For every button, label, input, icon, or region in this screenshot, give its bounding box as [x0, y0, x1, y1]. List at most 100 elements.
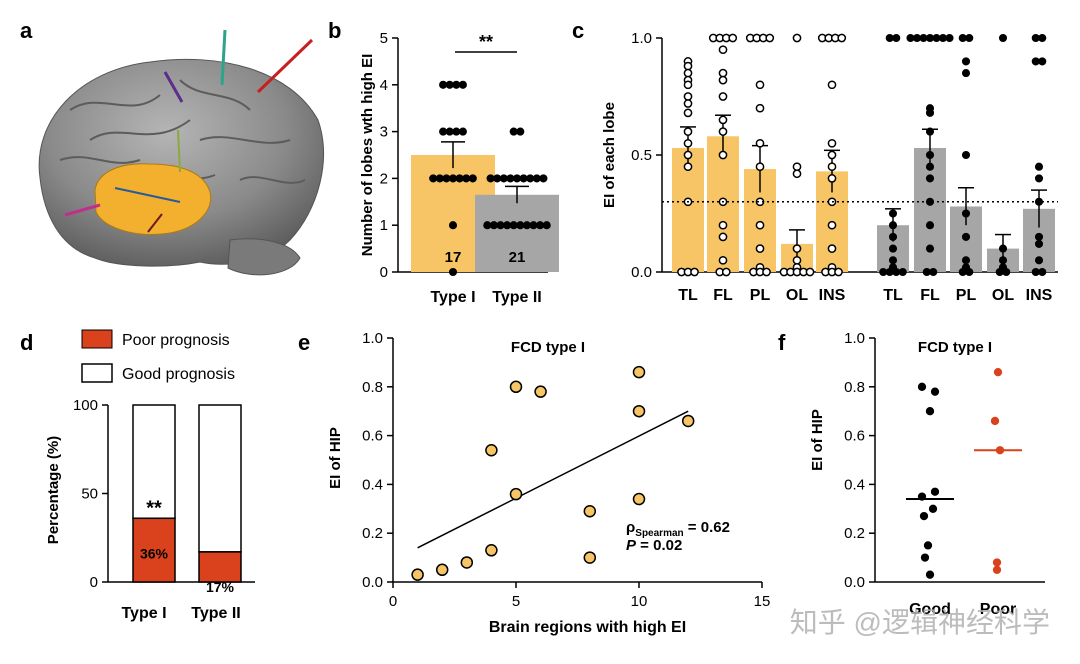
b-point — [509, 221, 518, 230]
c-x-tick-label: TL — [883, 287, 903, 304]
d-y-label: Percentage (%) — [45, 436, 62, 544]
c-x-tick-label: FL — [713, 287, 733, 304]
f-y-label: EI of HIP — [809, 409, 826, 471]
f-point — [992, 565, 1002, 574]
b-y-tick-label: 4 — [380, 77, 388, 94]
e-y-tick-label: 0.6 — [362, 428, 383, 445]
e-point — [583, 551, 597, 564]
panel-label-e: e — [298, 330, 310, 355]
c-point — [792, 244, 802, 253]
e-point — [411, 568, 424, 581]
c-point — [827, 80, 837, 90]
f-y-tick-label: 0.2 — [844, 525, 865, 542]
c-point — [1038, 33, 1047, 43]
b-point — [462, 174, 471, 183]
e-point — [485, 443, 498, 457]
d-y-tick-label: 50 — [81, 486, 98, 503]
c-point — [998, 256, 1008, 265]
c-point — [888, 221, 898, 230]
c-point — [837, 33, 847, 43]
c-point — [922, 267, 931, 277]
c-point — [792, 169, 802, 179]
c-y-tick-label: 0.0 — [631, 264, 652, 281]
e-point — [485, 544, 498, 557]
c-point — [683, 150, 693, 160]
e-point — [509, 380, 523, 394]
d-bar-good — [198, 404, 242, 553]
d-bar-poor — [132, 517, 176, 583]
f-x-tick-label: Poor — [980, 601, 1016, 618]
f-point — [925, 407, 935, 416]
c-point — [827, 174, 837, 183]
c-x-tick-label: OL — [992, 287, 1014, 304]
b-point — [539, 174, 548, 183]
c-point — [892, 33, 901, 43]
c-point — [888, 232, 898, 241]
b-y-tick-label: 5 — [380, 30, 388, 47]
c-point — [961, 232, 971, 241]
b-point — [448, 174, 458, 183]
c-point — [961, 57, 971, 66]
c-point — [945, 33, 954, 43]
c-point — [906, 33, 915, 43]
b-point — [458, 80, 467, 89]
b-point — [452, 127, 461, 136]
c-point — [958, 33, 967, 43]
c-point — [888, 244, 898, 253]
f-y-tick-label: 0.0 — [844, 574, 865, 591]
c-point — [925, 221, 935, 230]
b-point — [536, 221, 545, 230]
c-point — [792, 162, 802, 172]
e-x-label: Brain regions with high EI — [489, 619, 686, 636]
c-point — [755, 162, 765, 172]
d-bar-label: 17% — [206, 579, 235, 595]
f-y-tick-label: 0.6 — [844, 428, 865, 445]
e-point — [632, 404, 646, 418]
c-x-tick-label: FL — [920, 287, 940, 304]
e-y-tick-label: 0.0 — [362, 574, 383, 591]
c-point — [925, 108, 935, 117]
c-point — [888, 209, 898, 218]
c-point — [885, 267, 894, 277]
d-bar-label: 36% — [140, 545, 169, 561]
b-n-label: 21 — [509, 249, 526, 266]
c-point — [898, 267, 907, 277]
b-y-tick-label: 2 — [380, 170, 388, 187]
c-point — [834, 267, 843, 277]
f-y-tick-label: 0.8 — [844, 379, 865, 396]
c-point — [1031, 33, 1040, 43]
b-point — [429, 174, 438, 183]
b-n-label: 17 — [445, 249, 462, 266]
e-point — [534, 385, 547, 398]
d-x-tick-label: Type II — [191, 605, 241, 622]
b-point — [445, 80, 454, 89]
c-y-label: EI of each lobe — [601, 102, 618, 208]
b-point — [496, 221, 505, 230]
f-x-tick-label: Good — [909, 601, 951, 618]
c-point — [1031, 57, 1040, 66]
c-point — [929, 267, 938, 277]
e-point — [509, 487, 523, 501]
b-point — [512, 174, 522, 183]
panel-d: Poor prognosis Good prognosis 0 50 100 Perc… — [45, 329, 255, 622]
f-point — [993, 368, 1003, 377]
c-point — [1034, 239, 1044, 248]
e-p-value: = 0.02 — [636, 537, 682, 554]
e-y-tick-label: 0.8 — [362, 379, 383, 396]
c-point — [938, 33, 948, 43]
c-point — [765, 33, 775, 43]
c-point — [792, 33, 802, 43]
b-y-tick-label: 1 — [380, 217, 388, 234]
e-x-tick-label: 15 — [754, 593, 771, 610]
b-point — [448, 221, 458, 230]
d-bar-good — [132, 404, 176, 520]
b-point — [503, 221, 512, 230]
e-point — [681, 414, 695, 428]
b-y-label: Number of lobes wth high EI — [359, 54, 376, 257]
c-point — [1034, 174, 1044, 183]
c-point — [1002, 267, 1011, 277]
legend-label-poor: Poor prognosis — [122, 332, 230, 349]
b-point — [542, 221, 551, 230]
e-rho-value: = 0.62 — [684, 519, 730, 536]
